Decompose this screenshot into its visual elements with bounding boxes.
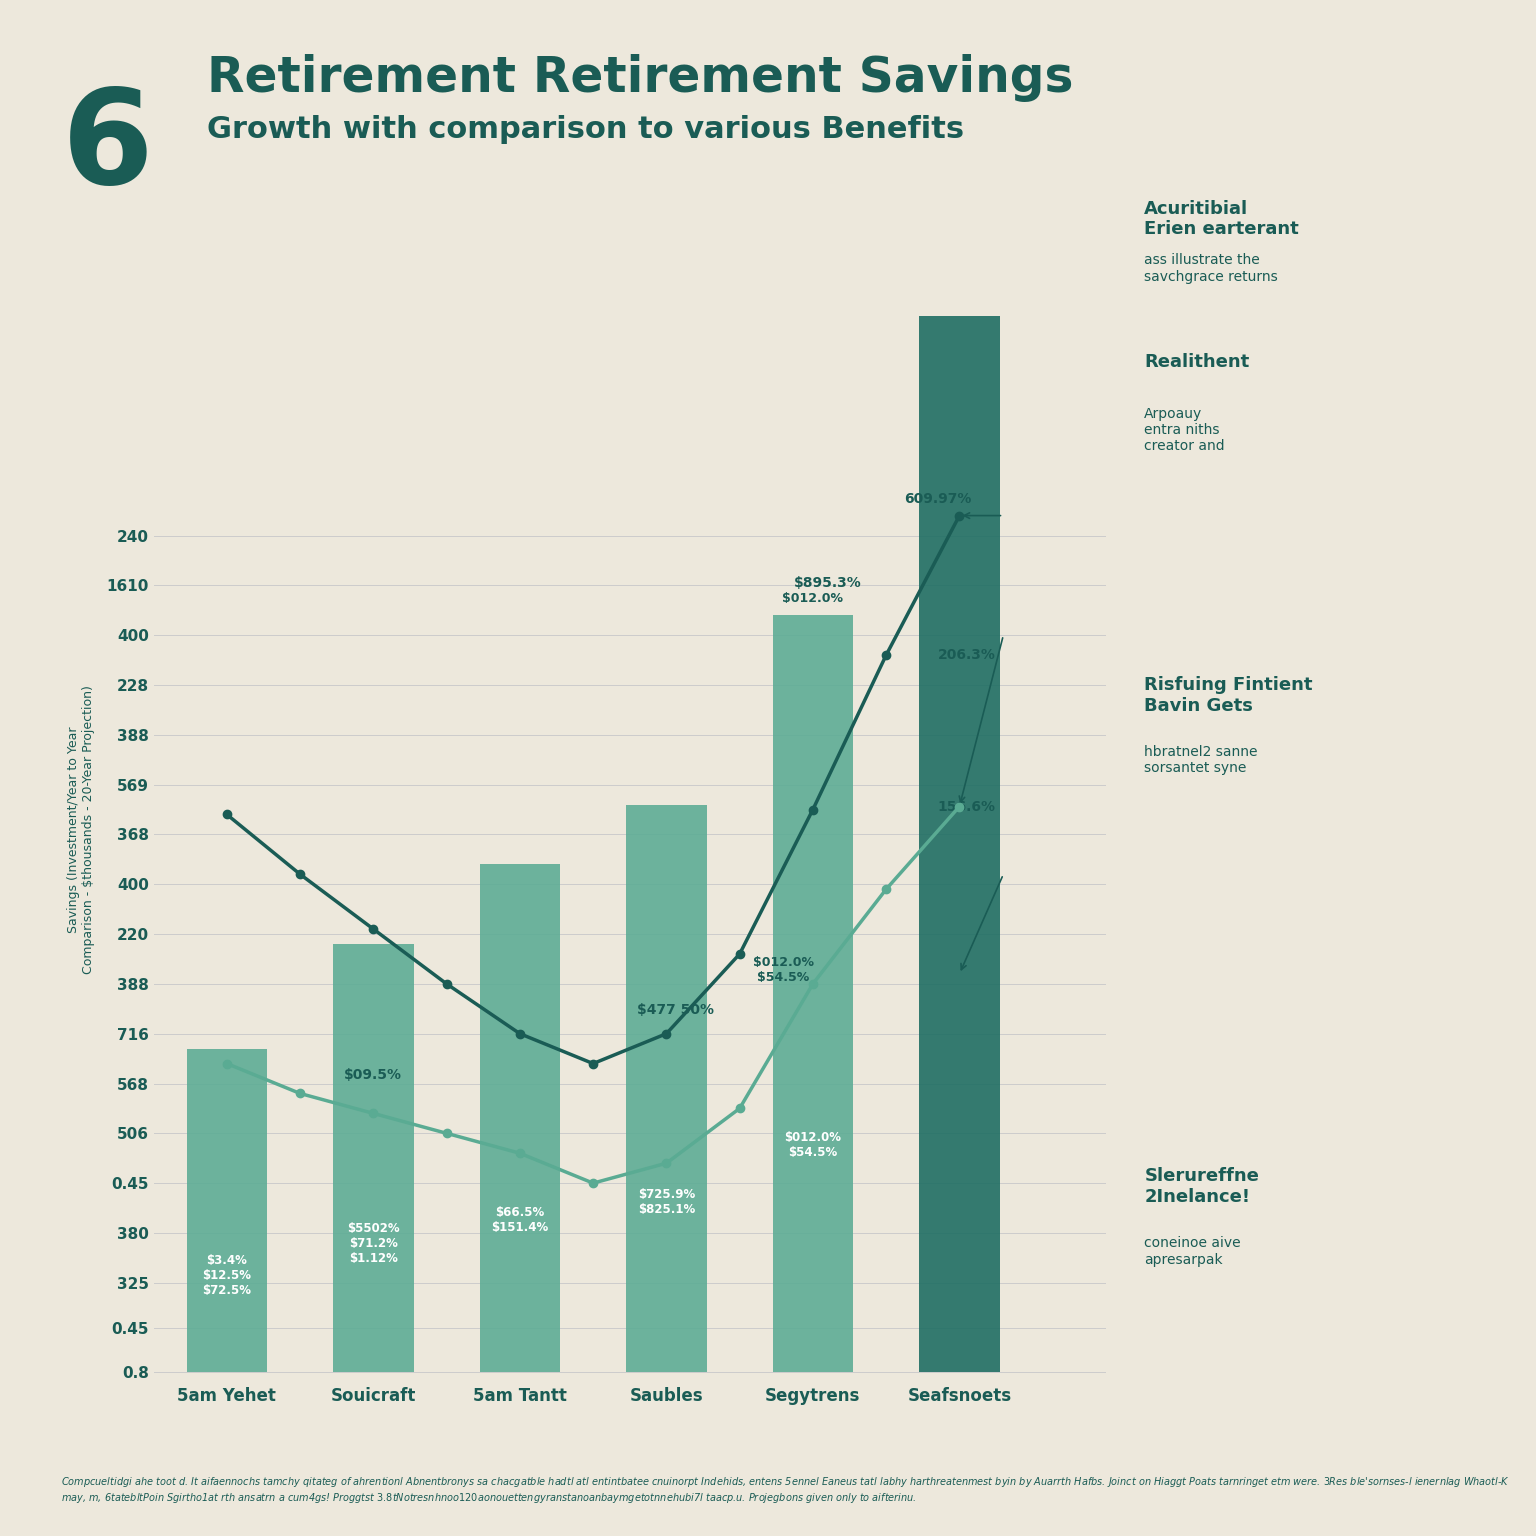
Text: ass illustrate the
savchgrace returns: ass illustrate the savchgrace returns (1144, 253, 1278, 284)
Text: $725.9%
$825.1%: $725.9% $825.1% (637, 1187, 694, 1217)
Text: Retirement Retirement Savings: Retirement Retirement Savings (207, 54, 1074, 101)
Text: $012.0%
$54.5%: $012.0% $54.5% (753, 955, 814, 985)
Text: 6: 6 (61, 84, 154, 212)
Y-axis label: Savings (Investment/Year to Year
Comparison - $thousands - 20-Year Projection): Savings (Investment/Year to Year Compari… (68, 685, 95, 974)
Text: Realithent: Realithent (1144, 353, 1250, 372)
Text: $66.5%
$151.4%: $66.5% $151.4% (492, 1206, 548, 1233)
Text: Acuritibial
Erien earterant: Acuritibial Erien earterant (1144, 200, 1299, 238)
Bar (186, 1049, 267, 1373)
Bar (333, 945, 413, 1373)
Text: $012.0%
$54.5%: $012.0% $54.5% (785, 1132, 842, 1160)
Text: $895.3%: $895.3% (794, 576, 862, 590)
Bar (627, 805, 707, 1373)
Text: Risfuing Fintient
Bavin Gets: Risfuing Fintient Bavin Gets (1144, 676, 1313, 714)
Text: Growth with comparison to various Benefits: Growth with comparison to various Benefi… (207, 115, 965, 144)
Text: Slerureffne
2Inelance!: Slerureffne 2Inelance! (1144, 1167, 1260, 1206)
Bar (479, 865, 561, 1373)
Text: hbratnel2 sanne
sorsantet syne: hbratnel2 sanne sorsantet syne (1144, 745, 1258, 776)
Text: $3.4%
$12.5%
$72.5%: $3.4% $12.5% $72.5% (203, 1253, 252, 1296)
Text: 206.3%: 206.3% (937, 648, 995, 662)
Text: 156.6%: 156.6% (937, 800, 995, 814)
Text: $09.5%: $09.5% (344, 1068, 402, 1081)
Text: $5502%
$71.2%
$1.12%: $5502% $71.2% $1.12% (347, 1223, 399, 1266)
Bar (919, 316, 1000, 1373)
Text: $477 50%: $477 50% (637, 1003, 714, 1017)
Text: Compcueltidgi ahe toot d. It aifaennochs tamchy qitateg of ahrentionl Abnentbron: Compcueltidgi ahe toot d. It aifaennochs… (61, 1475, 1510, 1505)
Text: coneinoe aive
apresarpak: coneinoe aive apresarpak (1144, 1236, 1241, 1267)
Text: Arpoauy
entra niths
creator and: Arpoauy entra niths creator and (1144, 407, 1224, 453)
Text: 609.97%: 609.97% (903, 492, 971, 505)
Text: $012.0%: $012.0% (782, 593, 843, 605)
Bar (773, 616, 852, 1373)
